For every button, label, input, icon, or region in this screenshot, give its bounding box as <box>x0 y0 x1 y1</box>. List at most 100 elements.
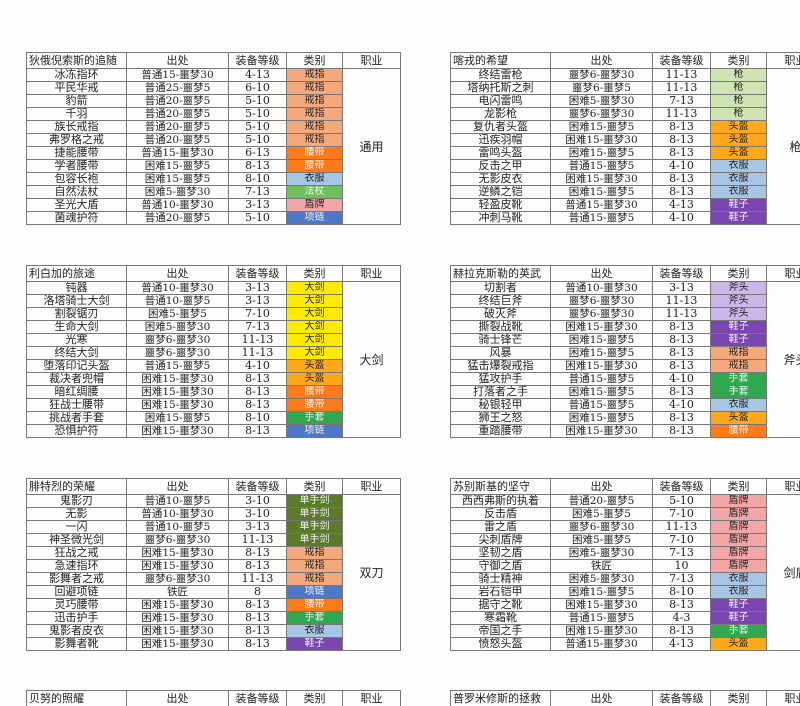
item-type: 戒指 <box>287 134 343 147</box>
item-level: 6-10 <box>229 82 287 95</box>
item-level: 4-3 <box>653 612 711 625</box>
item-type: 腰带 <box>711 425 767 438</box>
item-name: 秘银轻甲 <box>451 399 551 412</box>
item-level: 8-13 <box>229 386 287 399</box>
item-source: 困难15-噩梦5 <box>551 586 653 599</box>
item-type: 鞋子 <box>711 212 767 225</box>
header-row: 贝努的照耀出处装备等级类别职业 <box>27 691 401 706</box>
item-type: 盾牌 <box>711 521 767 534</box>
item-type: 腰带 <box>287 399 343 412</box>
item-level: 11-13 <box>653 69 711 82</box>
item-level: 8-13 <box>653 147 711 160</box>
item-source: 普通10-噩梦30 <box>127 282 229 295</box>
item-type: 盾牌 <box>711 495 767 508</box>
item-source: 普通10-噩梦5 <box>127 521 229 534</box>
item-source: 普通10-噩梦30 <box>127 199 229 212</box>
item-source: 困难15-噩梦30 <box>551 173 653 186</box>
item-level: 8-13 <box>653 625 711 638</box>
item-level: 5-10 <box>653 495 711 508</box>
header-job: 职业 <box>767 53 800 69</box>
item-level: 7-13 <box>229 321 287 334</box>
item-type: 项链 <box>287 425 343 438</box>
item-level: 11-13 <box>229 347 287 360</box>
set-title: 狄俄倪索斯的追随 <box>27 53 127 69</box>
item-source: 普通20-噩梦5 <box>127 121 229 134</box>
job-label: 枪 <box>767 69 800 225</box>
item-name: 据守之靴 <box>451 599 551 612</box>
item-type: 衣服 <box>711 573 767 586</box>
item-name: 终结雷枪 <box>451 69 551 82</box>
item-source: 普通20-噩梦5 <box>127 95 229 108</box>
item-level: 11-13 <box>229 573 287 586</box>
header-source: 出处 <box>127 691 229 706</box>
item-name: 骑士锋芒 <box>451 334 551 347</box>
item-type: 戒指 <box>287 82 343 95</box>
header-row: 苏别斯基的坚守出处装备等级类别职业 <box>451 479 800 495</box>
header-row: 腓特烈的荣耀出处装备等级类别职业 <box>27 479 401 495</box>
item-type: 大剑 <box>287 347 343 360</box>
header-row: 利白加的旅途出处装备等级类别职业 <box>27 266 401 282</box>
item-source: 困难15-噩梦30 <box>551 360 653 373</box>
item-level: 7-13 <box>229 186 287 199</box>
item-name: 族长戒指 <box>27 121 127 134</box>
item-level: 8-13 <box>229 547 287 560</box>
header-type: 类别 <box>287 479 343 495</box>
item-type: 手套 <box>287 612 343 625</box>
item-type: 单手剑 <box>287 521 343 534</box>
item-source: 困难5-噩梦30 <box>551 573 653 586</box>
item-name: 影舞者靴 <box>27 638 127 651</box>
item-name: 光寒 <box>27 334 127 347</box>
item-source: 噩梦6-噩梦30 <box>127 334 229 347</box>
item-source: 困难5-噩梦30 <box>551 547 653 560</box>
item-source: 困难15-噩梦5 <box>551 412 653 425</box>
item-name: 终结大剑 <box>27 347 127 360</box>
item-type: 枪 <box>711 108 767 121</box>
item-name: 骑士精神 <box>451 573 551 586</box>
item-name: 生命大剑 <box>27 321 127 334</box>
item-type: 单手剑 <box>287 508 343 521</box>
item-name: 一闪 <box>27 521 127 534</box>
item-level: 8 <box>229 586 287 599</box>
item-source: 普通20-噩梦5 <box>551 495 653 508</box>
item-level: 8-13 <box>653 186 711 199</box>
item-type: 衣服 <box>711 160 767 173</box>
item-source: 普通15-噩梦30 <box>551 199 653 212</box>
item-source: 普通15-噩梦5 <box>551 399 653 412</box>
item-source: 困难15-噩梦30 <box>127 638 229 651</box>
item-level: 4-13 <box>653 199 711 212</box>
item-level: 8-13 <box>653 334 711 347</box>
item-name: 自然法杖 <box>27 186 127 199</box>
item-name: 裁决者兜帽 <box>27 373 127 386</box>
item-type: 项链 <box>287 586 343 599</box>
item-type: 衣服 <box>711 186 767 199</box>
item-source: 普通10-噩梦5 <box>127 295 229 308</box>
item-level: 7-13 <box>653 547 711 560</box>
header-row: 赫拉克斯勒的英武出处装备等级类别职业 <box>451 266 800 282</box>
item-level: 7-10 <box>653 534 711 547</box>
item-type: 戒指 <box>287 69 343 82</box>
item-source: 噩梦6-噩梦30 <box>551 295 653 308</box>
item-name: 钝器 <box>27 282 127 295</box>
item-name: 狂战士腰带 <box>27 399 127 412</box>
item-name: 狂战之戒 <box>27 547 127 560</box>
item-level: 8-13 <box>229 625 287 638</box>
item-source: 困难5-噩梦30 <box>127 186 229 199</box>
item-level: 11-13 <box>229 334 287 347</box>
item-level: 3-10 <box>229 495 287 508</box>
item-source: 困难15-噩梦5 <box>551 121 653 134</box>
item-type: 手套 <box>711 625 767 638</box>
item-type: 大剑 <box>287 308 343 321</box>
